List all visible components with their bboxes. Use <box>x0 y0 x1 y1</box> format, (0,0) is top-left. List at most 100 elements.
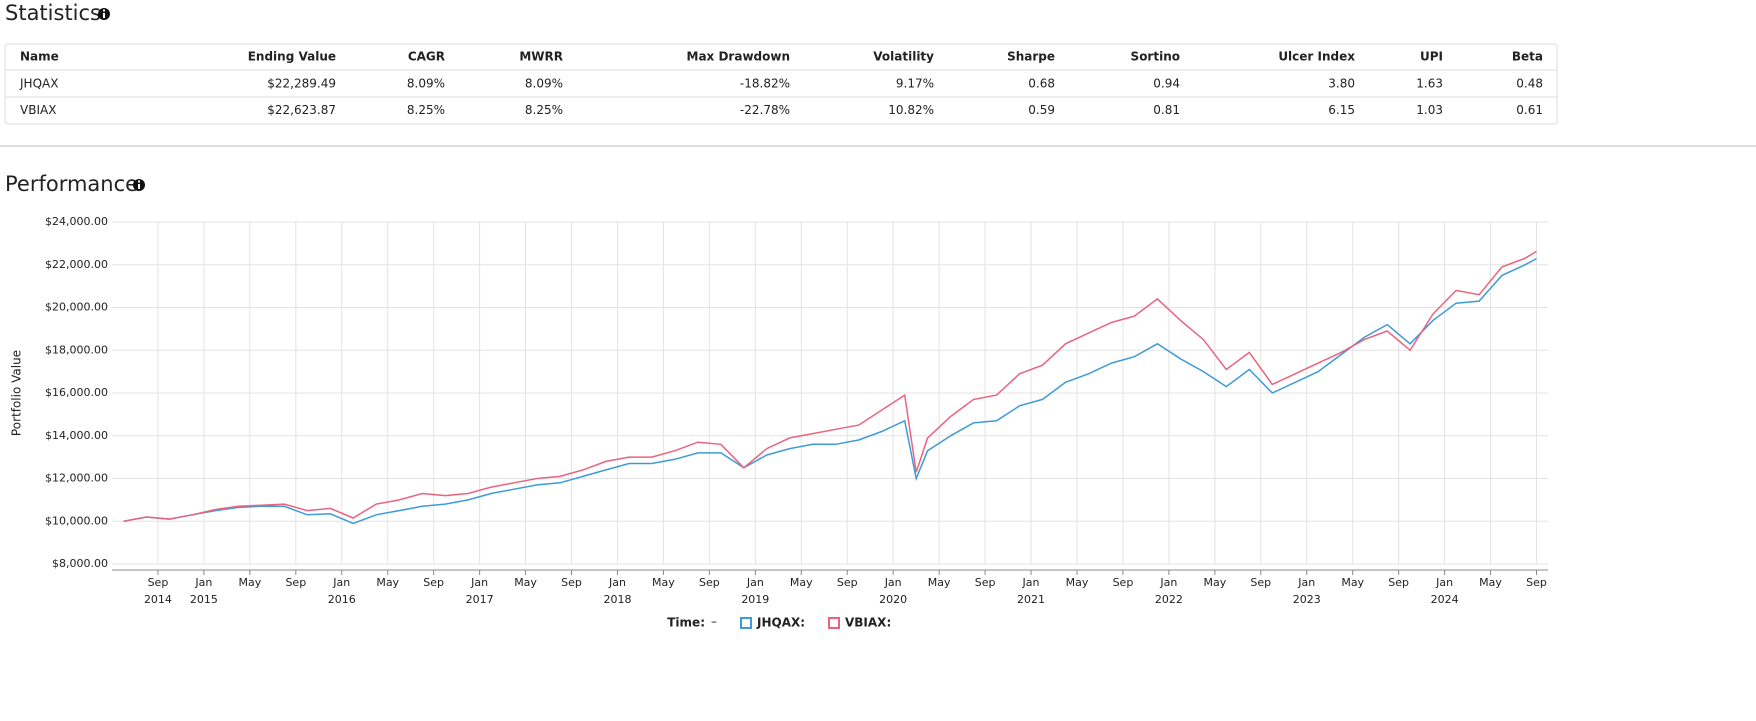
table-cell: JHQAX <box>19 77 58 91</box>
x-tick-label: Sep <box>285 576 306 589</box>
x-year-label: 2018 <box>603 593 631 606</box>
table-cell: 1.03 <box>1416 103 1443 117</box>
series-line <box>123 257 1537 525</box>
x-year-label: 2021 <box>1017 593 1045 606</box>
x-tick-label: Sep <box>1250 576 1271 589</box>
y-tick-label: $14,000.00 <box>45 429 108 442</box>
y-tick-label: $16,000.00 <box>45 386 108 399</box>
x-tick-label: Sep <box>1388 576 1409 589</box>
x-year-label: 2014 <box>144 593 172 606</box>
column-header: CAGR <box>408 50 445 64</box>
x-tick-label: Sep <box>423 576 444 589</box>
x-year-label: 2015 <box>190 593 218 606</box>
y-tick-label: $8,000.00 <box>52 557 108 570</box>
x-tick-label: Sep <box>975 576 996 589</box>
x-tick-label: Sep <box>561 576 582 589</box>
x-tick-label: May <box>376 576 399 589</box>
x-tick-label: Jan <box>470 576 488 589</box>
table-cell: $22,623.87 <box>267 103 336 117</box>
x-tick-label: May <box>652 576 675 589</box>
x-tick-label: May <box>1479 576 1502 589</box>
column-header: Ulcer Index <box>1278 50 1355 64</box>
x-tick-label: Jan <box>1435 576 1453 589</box>
table-cell: 8.09% <box>407 77 445 91</box>
performance-title: Performance <box>5 172 138 196</box>
y-tick-label: $10,000.00 <box>45 514 108 527</box>
y-tick-label: $24,000.00 <box>45 215 108 228</box>
statistics-title: Statistics <box>5 1 101 25</box>
table-cell: 8.09% <box>525 77 563 91</box>
x-tick-label: May <box>1341 576 1364 589</box>
table-cell: 9.17% <box>896 77 934 91</box>
column-header: Max Drawdown <box>687 50 790 64</box>
x-tick-label: Jan <box>746 576 764 589</box>
x-year-label: 2019 <box>741 593 769 606</box>
x-tick-label: Jan <box>884 576 902 589</box>
y-tick-label: $18,000.00 <box>45 343 108 356</box>
table-cell: 0.61 <box>1516 103 1543 117</box>
info-icon[interactable] <box>98 8 110 20</box>
table-cell: 1.63 <box>1416 77 1443 91</box>
table-cell: 0.81 <box>1153 103 1180 117</box>
x-year-label: 2023 <box>1293 593 1321 606</box>
table-cell: 3.80 <box>1328 77 1355 91</box>
table-cell: 0.94 <box>1153 77 1180 91</box>
x-tick-label: Jan <box>1022 576 1040 589</box>
column-header: Name <box>20 50 59 64</box>
column-header: Ending Value <box>248 50 336 64</box>
y-tick-label: $22,000.00 <box>45 258 108 271</box>
x-tick-label: May <box>514 576 537 589</box>
table-cell: 6.15 <box>1328 103 1355 117</box>
table-cell: VBIAX <box>20 103 56 117</box>
x-tick-label: Sep <box>699 576 720 589</box>
table-cell: -18.82% <box>740 77 790 91</box>
table-cell: 0.68 <box>1028 77 1055 91</box>
x-tick-label: May <box>1203 576 1226 589</box>
column-header: Volatility <box>873 50 934 64</box>
series-line <box>123 250 1537 523</box>
x-tick-label: May <box>790 576 813 589</box>
table-cell: 10.82% <box>888 103 934 117</box>
x-tick-label: Sep <box>837 576 858 589</box>
table-cell: 8.25% <box>525 103 563 117</box>
legend-label[interactable]: VBIAX: <box>845 616 891 630</box>
y-axis-label: Portfolio Value <box>10 350 24 436</box>
column-header: MWRR <box>519 50 563 64</box>
x-year-label: 2017 <box>466 593 494 606</box>
info-icon[interactable] <box>133 179 145 191</box>
x-tick-label: Jan <box>1297 576 1315 589</box>
x-tick-label: May <box>238 576 261 589</box>
legend-label[interactable]: JHQAX: <box>756 616 805 630</box>
x-tick-label: Sep <box>1526 576 1547 589</box>
y-tick-label: $12,000.00 <box>45 472 108 485</box>
column-header: Beta <box>1512 50 1543 64</box>
x-year-label: 2024 <box>1431 593 1459 606</box>
legend-title: Time: <box>667 616 705 630</box>
table-cell: -22.78% <box>740 103 790 117</box>
table-cell: $22,289.49 <box>267 77 336 91</box>
legend-swatch[interactable] <box>828 617 840 629</box>
x-year-label: 2020 <box>879 593 907 606</box>
column-header: Sortino <box>1131 50 1180 64</box>
table-cell: 8.25% <box>407 103 445 117</box>
legend-value: – <box>711 615 717 629</box>
column-header: Sharpe <box>1007 50 1055 64</box>
x-tick-label: May <box>1066 576 1089 589</box>
x-tick-label: Jan <box>332 576 350 589</box>
x-tick-label: Jan <box>1159 576 1177 589</box>
x-tick-label: Jan <box>194 576 212 589</box>
table-frame <box>4 43 1558 125</box>
x-tick-label: Jan <box>608 576 626 589</box>
x-year-label: 2022 <box>1155 593 1183 606</box>
legend-swatch[interactable] <box>740 617 752 629</box>
column-header: UPI <box>1420 50 1443 64</box>
table-cell: 0.48 <box>1516 77 1543 91</box>
x-tick-label: Sep <box>148 576 169 589</box>
x-tick-label: May <box>928 576 951 589</box>
x-tick-label: Sep <box>1113 576 1134 589</box>
table-cell: 0.59 <box>1028 103 1055 117</box>
y-tick-label: $20,000.00 <box>45 301 108 314</box>
x-year-label: 2016 <box>328 593 356 606</box>
